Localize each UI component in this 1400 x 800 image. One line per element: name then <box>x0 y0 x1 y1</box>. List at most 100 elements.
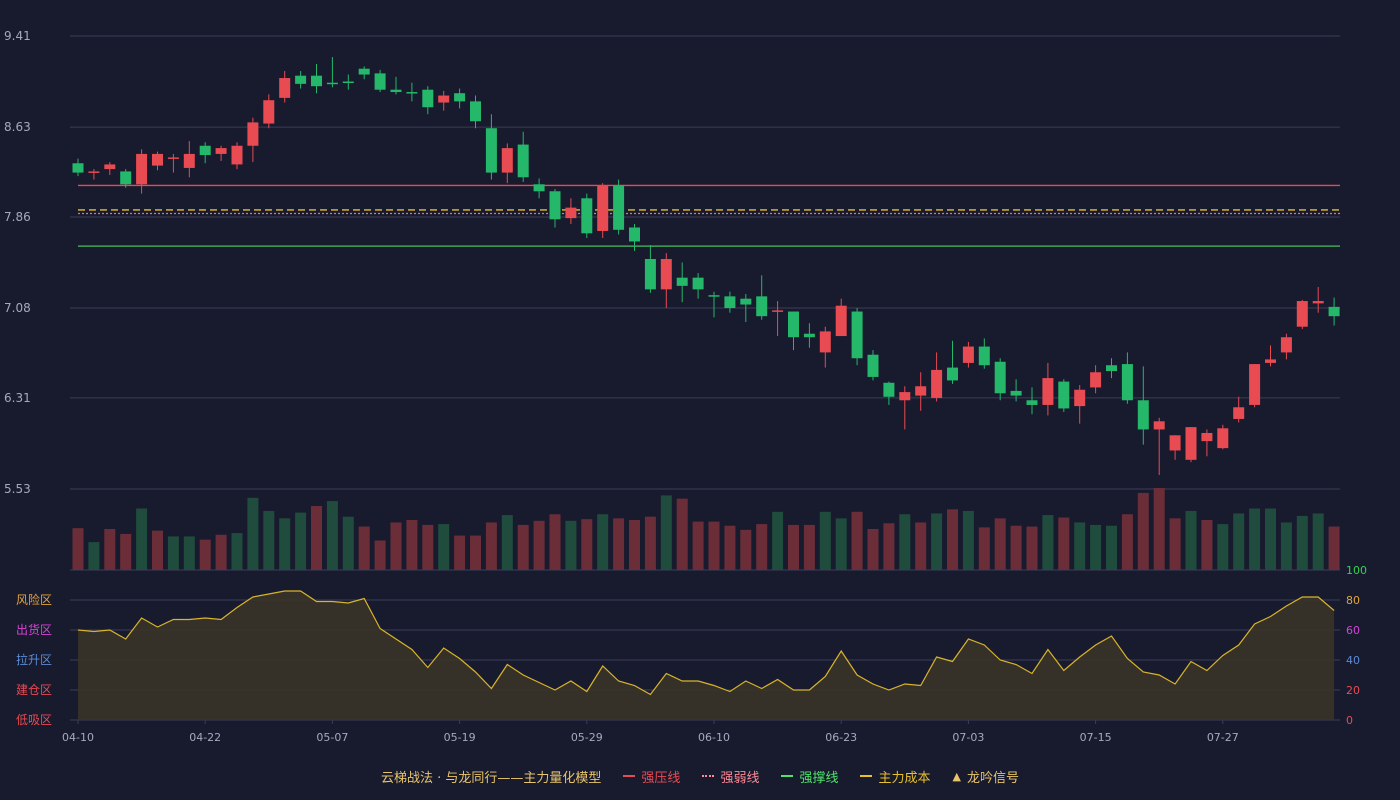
candle-body <box>485 128 497 173</box>
candle-body <box>247 122 259 146</box>
candle-body <box>1185 427 1197 460</box>
volume-bar <box>724 525 736 570</box>
volume-bar <box>501 515 513 570</box>
volume-bar <box>183 536 195 570</box>
candle-body <box>1280 337 1292 353</box>
candle-body <box>931 369 943 398</box>
candle-body <box>565 207 577 219</box>
volume-bar <box>644 516 656 570</box>
candle-body <box>517 144 529 178</box>
volume-bar <box>692 521 704 570</box>
candle-body <box>215 148 227 154</box>
candle-body <box>231 145 243 165</box>
volume-bar <box>676 498 688 570</box>
volume-bar <box>756 524 768 570</box>
candle-body <box>279 78 291 98</box>
volume-bar <box>1058 517 1070 570</box>
candle-body <box>962 346 974 363</box>
candle-body <box>1169 435 1181 451</box>
volume-bar <box>406 519 418 570</box>
volume-bar <box>883 523 895 570</box>
candle-body <box>1153 421 1165 430</box>
candle-body <box>152 153 163 166</box>
candle-body <box>1090 372 1102 388</box>
volume-bar <box>199 539 211 570</box>
volume-bar <box>247 497 259 570</box>
legend-item-main-cost[interactable]: 主力成本 <box>860 767 930 786</box>
legend-label-strength-line: 强弱线 <box>720 770 760 786</box>
candle-body <box>454 93 466 102</box>
volume-bar <box>358 526 370 570</box>
volume-bar <box>485 522 497 570</box>
candle-body <box>1058 381 1070 409</box>
candle-body <box>167 157 179 159</box>
legend-item-strong-pressure[interactable]: 强压线 <box>623 767 680 786</box>
candle-body <box>740 298 752 305</box>
candle-body <box>978 346 990 366</box>
zone-label: 风险区 <box>16 592 52 607</box>
volume-bar <box>152 530 163 570</box>
indicator-tick-label: 60 <box>1346 624 1360 637</box>
zone-label: 出货区 <box>16 622 52 637</box>
volume-bar <box>438 524 450 570</box>
volume-bar <box>565 520 577 570</box>
legend-item-strength-line[interactable]: 强弱线 <box>702 767 759 786</box>
candle-body <box>390 89 402 93</box>
candle-body <box>708 295 720 297</box>
volume-bar <box>1026 526 1038 570</box>
legend-swatch-strength-line <box>702 775 715 777</box>
volume-bar <box>994 518 1006 570</box>
legend-item-dragon-signal[interactable]: ▲ 龙吟信号 <box>952 767 1018 786</box>
volume-bar <box>708 521 720 570</box>
candle-body <box>994 361 1006 394</box>
indicator-area <box>78 591 1335 720</box>
candle-body <box>1233 407 1245 419</box>
volume-bar <box>454 535 466 570</box>
candle-body <box>772 310 784 312</box>
x-tick-label: 07-03 <box>952 731 984 744</box>
candle-body <box>1042 378 1054 405</box>
volume-bar <box>1090 524 1102 570</box>
candle-body <box>819 331 831 353</box>
candle-body <box>851 311 863 359</box>
x-tick-label: 06-23 <box>825 731 857 744</box>
legend-swatch-main-cost <box>860 775 873 777</box>
legend-label-strong-pressure: 强压线 <box>641 770 681 786</box>
candle-body <box>358 68 370 75</box>
candle-body <box>1106 365 1117 372</box>
volume-bar <box>597 514 609 570</box>
indicator-tick-label: 100 <box>1346 564 1367 577</box>
candle-body <box>947 367 958 381</box>
volume-bar <box>629 519 640 570</box>
legend-swatch-strong-support <box>781 775 794 777</box>
x-tick-label: 07-15 <box>1080 731 1112 744</box>
volume-bar <box>1280 522 1292 570</box>
candle-body <box>581 198 593 234</box>
price-tick-label: 9.41 <box>4 29 31 43</box>
candle-body <box>788 311 799 338</box>
zone-label: 低吸区 <box>16 713 52 727</box>
legend-label-dragon-signal: 龙吟信号 <box>966 770 1019 786</box>
candles <box>72 57 1340 475</box>
volume-bar <box>851 511 863 570</box>
volume-bar <box>326 501 338 570</box>
candle-body <box>1074 389 1086 407</box>
chart-legend: 云梯战法 · 与龙同行——主力量化模型 强压线 强弱线 强撑线 主力成本 ▲ 龙… <box>0 764 1400 788</box>
candle-body <box>438 95 450 103</box>
volume-bar <box>1042 515 1054 570</box>
candle-body <box>422 89 434 108</box>
legend-item-strong-support[interactable]: 强撑线 <box>781 767 838 786</box>
candle-body <box>342 81 354 84</box>
volume-bar <box>819 511 831 570</box>
volume-bar <box>342 516 354 570</box>
price-tick-label: 7.86 <box>4 210 31 224</box>
volume-bar <box>899 514 911 570</box>
candle-body <box>692 277 704 290</box>
volume-bar <box>962 510 974 570</box>
candle-body <box>1328 306 1340 317</box>
volume-bar <box>215 534 227 570</box>
volume-bar <box>931 513 943 570</box>
candle-body <box>199 145 211 156</box>
candlestick-chart: 9.41 8.63 7.86 7.08 6.31 5.53 100 80 60 40 20 0 风险区出… <box>4 29 1367 744</box>
